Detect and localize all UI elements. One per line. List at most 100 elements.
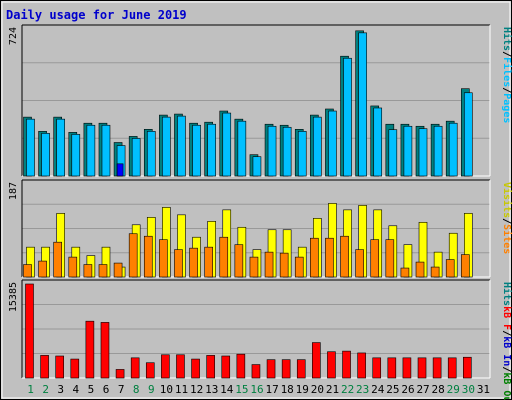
bar-sites-day-12 [189, 247, 198, 278]
legend-label: Hits [501, 27, 512, 51]
bar-sites-day-24 [370, 239, 380, 278]
bar-kbf-day-26 [402, 357, 412, 379]
bar-sites-day-10 [159, 239, 168, 278]
day-label-19: 19 [296, 383, 309, 396]
legend-label: Visits [501, 182, 512, 218]
bar-sites-day-30 [461, 254, 470, 278]
bar-kbf-day-20 [312, 342, 321, 379]
x-axis-day-labels: 1 2 3 4 5 6 7 8 9 10 11 12 13 14 15 16 17 18 19 20 21 22 23 24 2… [27, 383, 490, 396]
bar-kbf-day-11 [176, 354, 185, 379]
side-legend-bottom: HitskB F/kB In/kB Out [501, 282, 512, 400]
bar-sites-day-28 [430, 266, 440, 278]
bar-sites-day-29 [445, 259, 455, 278]
bar-files-day-24 [373, 107, 383, 177]
bar-kbf-day-6 [100, 322, 110, 379]
day-label-8: 8 [133, 383, 140, 396]
bar-kbf-day-23 [357, 352, 366, 379]
day-label-10: 10 [160, 383, 173, 396]
day-label-28: 28 [432, 383, 445, 396]
bar-files-day-29 [448, 122, 458, 177]
y-max-label-top: 724 [8, 27, 19, 45]
side-legend-middle: Visits/Sites [501, 182, 512, 254]
day-label-1: 1 [27, 383, 34, 396]
day-label-2: 2 [42, 383, 49, 396]
day-label-27: 27 [416, 383, 429, 396]
bar-kbf-day-16 [251, 364, 261, 379]
bar-files-day-10 [162, 116, 171, 177]
panel-top: 724 Hits/Files/Pages [8, 24, 512, 177]
bar-kbf-day-2 [40, 355, 49, 379]
panel-bottom: 15385 HitskB F/kB In/kB Out [8, 279, 512, 400]
bar-sites-day-1 [23, 264, 32, 278]
bar-kbf-day-22 [342, 350, 351, 379]
day-label-30: 30 [462, 383, 475, 396]
bar-sites-day-5 [83, 264, 93, 278]
bar-kbf-day-3 [55, 355, 64, 379]
bar-sites-day-14 [219, 236, 229, 278]
bar-kbf-day-18 [281, 359, 291, 379]
bar-kbf-day-14 [221, 355, 231, 379]
day-label-15: 15 [235, 383, 248, 396]
day-label-22: 22 [341, 383, 354, 396]
bar-files-day-27 [418, 128, 428, 177]
bar-sites-day-27 [415, 261, 425, 278]
bar-kbf-day-28 [432, 357, 442, 379]
bar-sites-day-13 [204, 246, 213, 278]
legend-label: kB F [501, 306, 512, 330]
bar-files-day-25 [388, 129, 398, 177]
legend-label: / [501, 366, 512, 372]
day-label-11: 11 [175, 383, 188, 396]
bar-sites-day-9 [143, 235, 153, 278]
bar-kbf-day-25 [387, 357, 397, 379]
bar-kbf-day-9 [145, 362, 155, 379]
bar-files-day-20 [313, 116, 322, 177]
legend-label: Hits [501, 282, 512, 306]
day-label-5: 5 [88, 383, 95, 396]
legend-label: kB Out [501, 372, 512, 400]
y-max-label-bottom: 15385 [8, 282, 19, 312]
bar-files-day-26 [403, 125, 413, 177]
bar-kbf-day-30 [463, 356, 472, 379]
bar-kbf-day-10 [161, 354, 170, 379]
day-label-29: 29 [447, 383, 460, 396]
legend-label: / [501, 218, 512, 224]
bar-files-day-13 [207, 123, 216, 177]
bar-files-day-16 [252, 156, 262, 177]
bar-sites-day-18 [279, 252, 289, 278]
day-label-31: 31 [477, 383, 490, 396]
legend-label: Sites [501, 224, 512, 254]
day-label-4: 4 [73, 383, 80, 396]
day-label-20: 20 [311, 383, 324, 396]
legend-label: Pages [501, 93, 512, 123]
bar-files-day-6 [101, 124, 111, 177]
bar-files-day-9 [146, 131, 156, 177]
bar-files-day-11 [177, 115, 186, 177]
bar-pages-day-7 [116, 163, 124, 177]
day-label-16: 16 [250, 383, 263, 396]
bar-files-day-23 [358, 32, 367, 177]
bar-files-day-22 [343, 57, 352, 177]
day-label-25: 25 [386, 383, 399, 396]
bar-sites-day-25 [385, 239, 395, 278]
bar-files-day-18 [282, 126, 292, 177]
bar-kbf-day-27 [417, 357, 427, 379]
day-label-12: 12 [190, 383, 203, 396]
bar-sites-day-22 [340, 235, 349, 278]
bar-sites-day-17 [264, 251, 274, 278]
bar-files-day-8 [131, 138, 141, 177]
chart-title: Daily usage for June 2019 [6, 8, 187, 22]
bar-files-day-5 [86, 124, 96, 177]
bar-sites-day-7 [113, 262, 123, 278]
day-label-6: 6 [103, 383, 110, 396]
bar-sites-day-21 [325, 237, 334, 278]
bar-kbf-day-17 [266, 359, 276, 379]
day-label-18: 18 [281, 383, 294, 396]
day-label-24: 24 [371, 383, 385, 396]
day-label-9: 9 [148, 383, 155, 396]
bar-sites-day-20 [310, 237, 319, 278]
bar-kbf-day-12 [191, 358, 200, 379]
bar-kbf-day-19 [296, 359, 306, 379]
bars-top [23, 30, 473, 177]
